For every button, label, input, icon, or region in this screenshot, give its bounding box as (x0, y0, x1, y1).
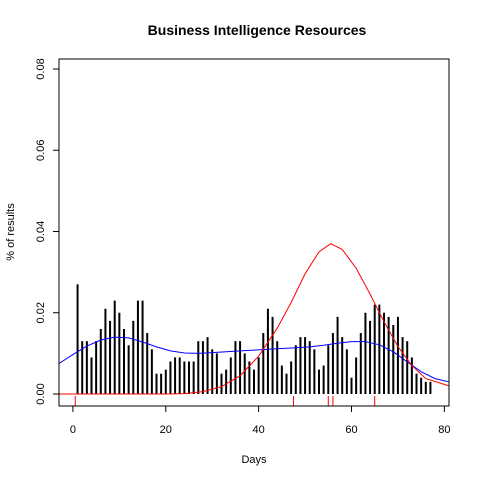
y-tick-label-0: 0.00 (35, 383, 47, 404)
chart-title: Business Intelligence Resources (148, 22, 367, 38)
x-tick-label-0: 0 (70, 424, 76, 436)
x-tick-label-4: 80 (438, 424, 450, 436)
y-tick-label-1: 0.02 (35, 302, 47, 323)
x-tick-label-1: 20 (160, 424, 172, 436)
lines-layer (58, 243, 450, 395)
series-line-2 (59, 243, 450, 395)
x-axis-label: Days (241, 454, 267, 466)
bars-layer (76, 284, 432, 394)
rug-layer (74, 396, 376, 406)
y-tick-label-3: 0.06 (35, 140, 47, 161)
x-tick-label-2: 40 (253, 424, 265, 436)
y-axis-label: % of results (5, 203, 17, 261)
x-tick-label-3: 60 (345, 424, 357, 436)
axes-layer: 0 20 40 60 80 0.00 0.02 0.04 0.06 0.08 (35, 58, 450, 436)
series-line-1 (58, 336, 450, 383)
y-tick-label-4: 0.08 (35, 58, 47, 79)
plot-frame (58, 58, 450, 407)
y-tick-label-2: 0.04 (35, 221, 47, 242)
